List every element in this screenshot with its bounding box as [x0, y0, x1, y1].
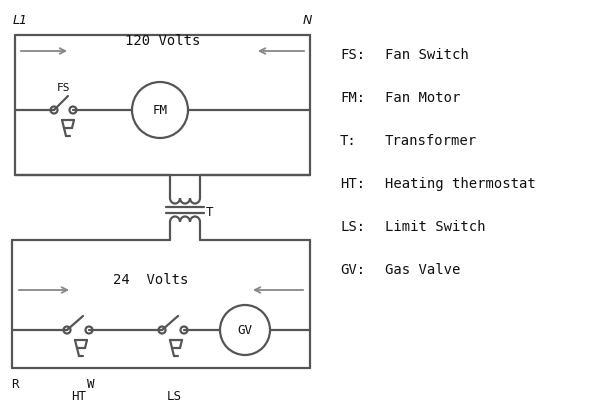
Text: T:: T: [340, 134, 357, 148]
Text: 24  Volts: 24 Volts [113, 273, 189, 287]
Text: Transformer: Transformer [385, 134, 477, 148]
Text: Fan Motor: Fan Motor [385, 91, 460, 105]
Text: LS:: LS: [340, 220, 365, 234]
Text: FM:: FM: [340, 91, 365, 105]
Text: LS: LS [166, 390, 182, 400]
Text: FS: FS [57, 83, 71, 93]
Text: Limit Switch: Limit Switch [385, 220, 486, 234]
Text: GV:: GV: [340, 263, 365, 277]
Text: Heating thermostat: Heating thermostat [385, 177, 536, 191]
Text: Fan Switch: Fan Switch [385, 48, 468, 62]
Text: GV: GV [238, 324, 253, 336]
Text: Gas Valve: Gas Valve [385, 263, 460, 277]
Text: W: W [87, 378, 95, 391]
Text: FM: FM [152, 104, 168, 116]
Text: N: N [303, 14, 312, 27]
Text: T: T [206, 206, 214, 218]
Text: HT:: HT: [340, 177, 365, 191]
Text: R: R [11, 378, 19, 391]
Text: FS:: FS: [340, 48, 365, 62]
Text: 120 Volts: 120 Volts [125, 34, 200, 48]
Text: L1: L1 [13, 14, 28, 27]
Text: HT: HT [71, 390, 87, 400]
